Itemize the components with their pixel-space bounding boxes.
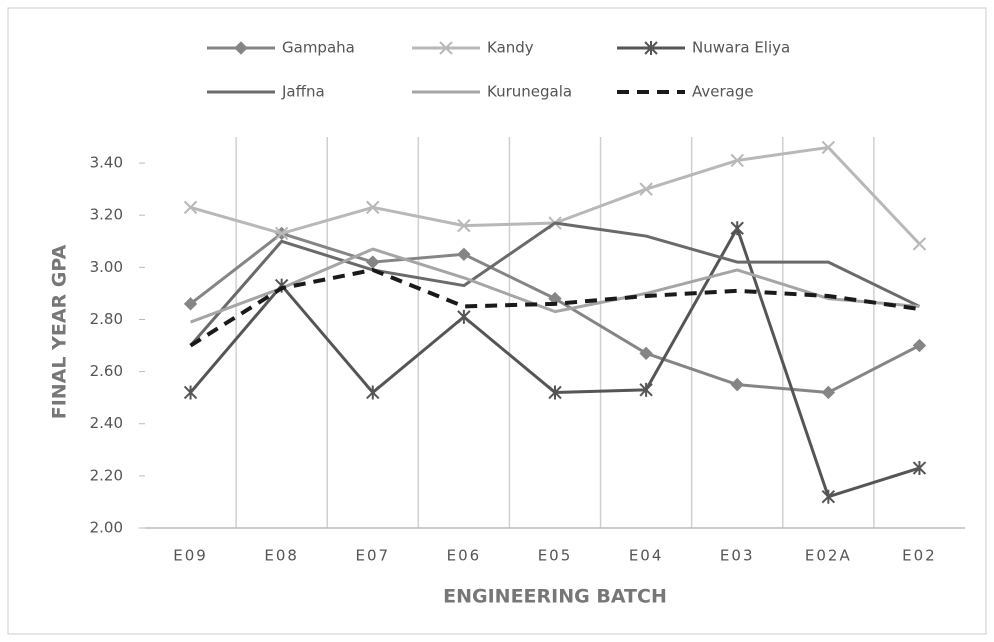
marker: [548, 385, 562, 400]
legend-label: Jaffna: [281, 83, 325, 101]
x-tick-label: E07: [355, 547, 390, 565]
marker: [366, 200, 380, 215]
series-line: [189, 221, 921, 347]
x-tick-label: E02: [902, 547, 937, 565]
series-line: [190, 247, 920, 324]
x-tick-label: E02A: [805, 547, 852, 565]
legend-label: Kandy: [487, 39, 534, 57]
series-line: [189, 267, 920, 348]
x-tick-label: E05: [538, 547, 573, 565]
y-tick-label: 2.00: [90, 519, 123, 537]
y-tick-label: 3.00: [90, 258, 123, 276]
marker: [457, 218, 471, 233]
marker: [821, 489, 836, 504]
marker: [639, 346, 653, 361]
marker: [366, 385, 380, 400]
y-tick-label: 2.80: [90, 310, 123, 328]
legend-marker: [234, 41, 248, 55]
legend-marker: [644, 41, 658, 55]
legend-label: Average: [692, 83, 754, 101]
marker: [912, 237, 927, 251]
marker: [730, 153, 744, 168]
y-tick-label: 3.40: [90, 154, 123, 172]
marker: [183, 385, 198, 400]
legend-label: Nuwara Eliya: [692, 39, 790, 57]
x-tick-label: E08: [264, 547, 299, 565]
marker: [183, 200, 198, 215]
marker: [821, 140, 836, 155]
marker: [912, 338, 927, 353]
marker: [457, 247, 471, 262]
marker: [639, 382, 653, 397]
x-tick-label: E04: [629, 547, 664, 565]
marker: [821, 385, 836, 400]
marker: [639, 182, 653, 196]
y-tick-label: 3.20: [90, 206, 123, 224]
y-tick-label: 2.40: [90, 414, 123, 432]
chart-border: [7, 7, 987, 635]
legend-label: Kurunegala: [487, 83, 572, 101]
legend-marker: [439, 41, 453, 55]
marker: [183, 297, 198, 311]
marker: [730, 221, 744, 236]
marker: [457, 309, 471, 324]
x-tick-label: E09: [173, 547, 208, 565]
y-tick-label: 2.60: [90, 362, 123, 380]
marker: [274, 226, 289, 241]
x-tick-label: E06: [447, 547, 482, 565]
y-tick-label: 2.20: [90, 466, 123, 484]
x-tick-label: E03: [720, 547, 755, 565]
marker: [730, 377, 744, 392]
legend-label: Gampaha: [282, 39, 355, 57]
y-axis-title: FINAL YEAR GPA: [49, 244, 71, 419]
x-axis-title: ENGINEERING BATCH: [443, 586, 667, 608]
marker: [912, 461, 927, 476]
